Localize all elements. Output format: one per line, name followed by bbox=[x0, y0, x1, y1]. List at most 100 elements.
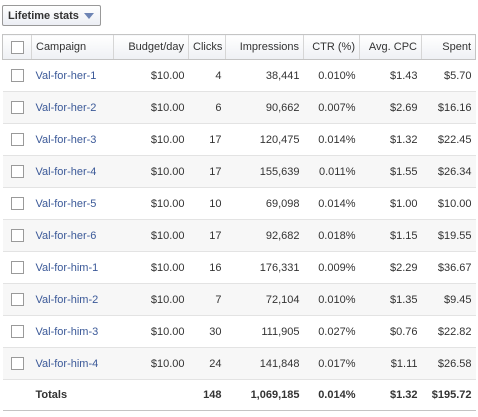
budget-cell: $10.00 bbox=[113, 219, 189, 252]
campaign-link[interactable]: Val-for-him-4 bbox=[35, 357, 99, 370]
totals-ctr: 0.014% bbox=[303, 379, 360, 411]
avg-cpc-cell: $2.69 bbox=[359, 91, 422, 124]
impressions-cell: 69,098 bbox=[225, 187, 304, 220]
campaign-link[interactable]: Val-for-her-2 bbox=[35, 101, 97, 114]
spent-cell: $19.55 bbox=[421, 219, 476, 252]
budget-cell: $10.00 bbox=[113, 187, 189, 220]
column-header-campaign[interactable]: Campaign bbox=[31, 34, 114, 60]
spent-cell: $26.58 bbox=[421, 347, 476, 380]
avg-cpc-cell: $1.15 bbox=[359, 219, 422, 252]
ctr-cell: 0.007% bbox=[303, 91, 360, 124]
campaign-link[interactable]: Val-for-him-3 bbox=[35, 325, 99, 338]
clicks-cell: 6 bbox=[188, 91, 226, 124]
impressions-cell: 38,441 bbox=[225, 59, 304, 92]
totals-spent: $195.72 bbox=[421, 379, 476, 411]
avg-cpc-cell: $1.00 bbox=[359, 187, 422, 220]
column-header-avg-cpc[interactable]: Avg. CPC bbox=[359, 34, 422, 60]
clicks-cell: 7 bbox=[188, 283, 226, 316]
column-header-budget[interactable]: Budget/day bbox=[113, 34, 189, 60]
row-checkbox-cell[interactable] bbox=[2, 283, 32, 316]
row-checkbox-cell[interactable] bbox=[2, 315, 32, 348]
clicks-cell: 16 bbox=[188, 251, 226, 284]
ctr-cell: 0.009% bbox=[303, 251, 360, 284]
campaign-link[interactable]: Val-for-her-6 bbox=[35, 229, 97, 242]
select-all-checkbox[interactable] bbox=[10, 40, 24, 54]
clicks-cell: 17 bbox=[188, 123, 226, 156]
table-row: Val-for-her-2 $10.00 6 90,662 0.007% $2.… bbox=[2, 91, 476, 124]
impressions-cell: 141,848 bbox=[225, 347, 304, 380]
row-checkbox[interactable] bbox=[10, 293, 24, 306]
avg-cpc-cell: $1.11 bbox=[359, 347, 422, 380]
ctr-cell: 0.010% bbox=[303, 283, 360, 316]
row-checkbox[interactable] bbox=[10, 357, 24, 370]
campaign-link[interactable]: Val-for-her-4 bbox=[35, 165, 97, 178]
clicks-cell: 4 bbox=[188, 59, 226, 92]
column-header-impressions[interactable]: Impressions bbox=[225, 34, 304, 60]
table-row: Val-for-her-3 $10.00 17 120,475 0.014% $… bbox=[2, 123, 476, 156]
campaign-link[interactable]: Val-for-her-1 bbox=[35, 69, 97, 82]
impressions-cell: 72,104 bbox=[225, 283, 304, 316]
totals-label: Totals bbox=[31, 379, 114, 411]
impressions-cell: 111,905 bbox=[225, 315, 304, 348]
row-checkbox-cell[interactable] bbox=[2, 347, 32, 380]
campaign-link[interactable]: Val-for-her-5 bbox=[35, 197, 97, 210]
totals-impressions: 1,069,185 bbox=[225, 379, 304, 411]
table-row: Val-for-him-2 $10.00 7 72,104 0.010% $1.… bbox=[2, 283, 476, 316]
row-checkbox-cell[interactable] bbox=[2, 155, 32, 188]
row-checkbox[interactable] bbox=[10, 165, 24, 178]
campaign-cell: Val-for-her-2 bbox=[31, 91, 114, 124]
clicks-cell: 17 bbox=[188, 219, 226, 252]
chevron-down-icon bbox=[83, 12, 94, 19]
column-header-spent[interactable]: Spent bbox=[421, 34, 476, 60]
row-checkbox[interactable] bbox=[10, 133, 24, 146]
avg-cpc-cell: $1.35 bbox=[359, 283, 422, 316]
clicks-cell: 17 bbox=[188, 155, 226, 188]
totals-avg-cpc: $1.32 bbox=[359, 379, 422, 411]
column-header-clicks[interactable]: Clicks bbox=[188, 34, 226, 60]
row-checkbox[interactable] bbox=[10, 325, 24, 338]
impressions-cell: 155,639 bbox=[225, 155, 304, 188]
row-checkbox[interactable] bbox=[10, 229, 24, 242]
totals-row: Totals 148 1,069,185 0.014% $1.32 $195.7… bbox=[2, 379, 476, 411]
budget-cell: $10.00 bbox=[113, 347, 189, 380]
budget-cell: $10.00 bbox=[113, 315, 189, 348]
spent-cell: $26.34 bbox=[421, 155, 476, 188]
row-checkbox-cell[interactable] bbox=[2, 251, 32, 284]
column-header-ctr[interactable]: CTR (%) bbox=[303, 34, 360, 60]
campaign-cell: Val-for-her-6 bbox=[31, 219, 114, 252]
budget-cell: $10.00 bbox=[113, 283, 189, 316]
campaign-cell: Val-for-her-4 bbox=[31, 155, 114, 188]
impressions-cell: 176,331 bbox=[225, 251, 304, 284]
table-header-row: Campaign Budget/day Clicks Impressions C… bbox=[2, 34, 476, 60]
row-checkbox[interactable] bbox=[10, 197, 24, 210]
clicks-cell: 24 bbox=[188, 347, 226, 380]
campaign-cell: Val-for-him-2 bbox=[31, 283, 114, 316]
row-checkbox[interactable] bbox=[10, 261, 24, 274]
row-checkbox-cell[interactable] bbox=[2, 123, 32, 156]
campaign-cell: Val-for-him-3 bbox=[31, 315, 114, 348]
avg-cpc-cell: $1.43 bbox=[359, 59, 422, 92]
campaign-cell: Val-for-him-1 bbox=[31, 251, 114, 284]
avg-cpc-cell: $1.32 bbox=[359, 123, 422, 156]
ctr-cell: 0.014% bbox=[303, 187, 360, 220]
lifetime-stats-dropdown[interactable]: Lifetime stats bbox=[2, 5, 101, 26]
table-row: Val-for-him-1 $10.00 16 176,331 0.009% $… bbox=[2, 251, 476, 284]
spent-cell: $22.82 bbox=[421, 315, 476, 348]
row-checkbox-cell[interactable] bbox=[2, 219, 32, 252]
budget-cell: $10.00 bbox=[113, 251, 189, 284]
campaign-link[interactable]: Val-for-him-1 bbox=[35, 261, 99, 274]
row-checkbox[interactable] bbox=[10, 69, 24, 82]
row-checkbox[interactable] bbox=[10, 101, 24, 114]
spent-cell: $22.45 bbox=[421, 123, 476, 156]
budget-cell: $10.00 bbox=[113, 123, 189, 156]
row-checkbox-cell[interactable] bbox=[2, 187, 32, 220]
campaign-cell: Val-for-him-4 bbox=[31, 347, 114, 380]
avg-cpc-cell: $2.29 bbox=[359, 251, 422, 284]
campaign-link[interactable]: Val-for-her-3 bbox=[35, 133, 97, 146]
row-checkbox-cell[interactable] bbox=[2, 59, 32, 92]
budget-cell: $10.00 bbox=[113, 155, 189, 188]
campaign-link[interactable]: Val-for-him-2 bbox=[35, 293, 99, 306]
table-row: Val-for-her-4 $10.00 17 155,639 0.011% $… bbox=[2, 155, 476, 188]
select-all-cell[interactable] bbox=[2, 34, 32, 60]
row-checkbox-cell[interactable] bbox=[2, 91, 32, 124]
